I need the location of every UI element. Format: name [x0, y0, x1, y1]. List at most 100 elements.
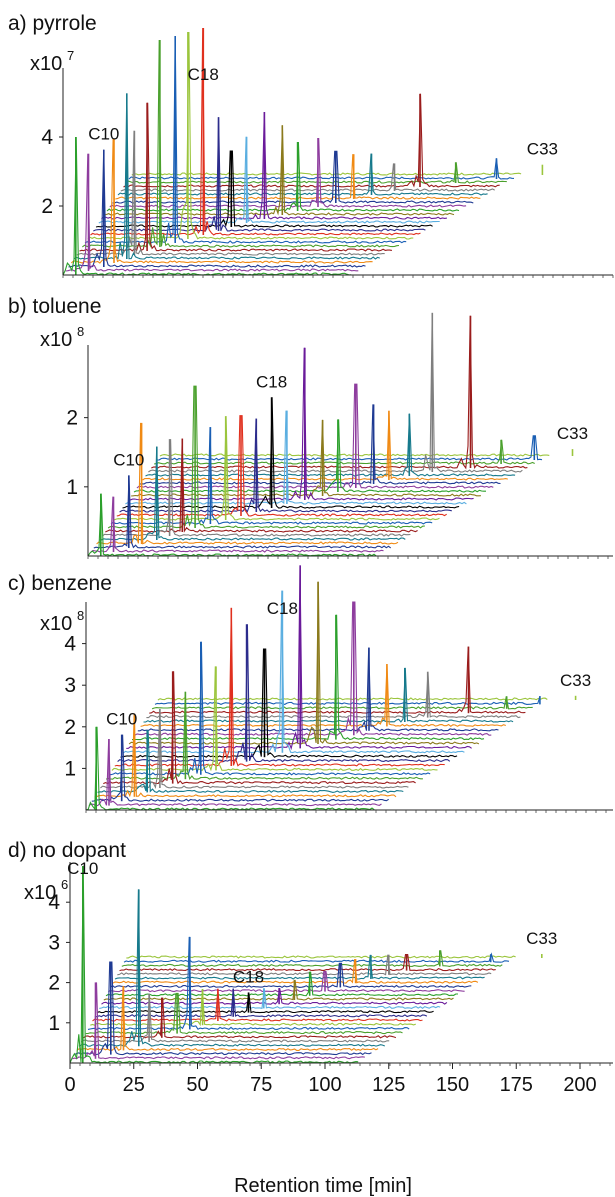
y-multiplier-label: x10 — [30, 53, 62, 75]
y-tick-label: 1 — [66, 476, 78, 499]
chromatogram-trace — [117, 954, 492, 976]
chromatogram-trace — [90, 496, 384, 553]
x-tick-label: 50 — [186, 1074, 208, 1096]
y-tick-label: 4 — [48, 891, 60, 914]
chromatogram-trace — [119, 418, 452, 514]
chromatogram-trace — [90, 27, 421, 236]
chromatogram-trace — [112, 959, 479, 984]
chromatogram-trace — [117, 153, 488, 196]
x-tick-label: 150 — [436, 1074, 469, 1096]
y-exponent-label: 6 — [61, 877, 68, 892]
chromatogram-trace — [98, 136, 440, 224]
chromatogram-trace — [96, 422, 399, 545]
chromatogram-trace — [125, 410, 467, 505]
panel-title: a) pyrrole — [8, 12, 97, 35]
chromatogram-trace — [125, 162, 507, 184]
chromatogram-trace — [143, 667, 514, 723]
chromatogram-trace — [151, 315, 528, 470]
chromatogram-trace — [121, 950, 503, 968]
y-tick-label: 4 — [64, 633, 76, 656]
chromatogram-trace — [99, 988, 441, 1010]
chromatogram-trace — [142, 410, 508, 481]
chromatogram-trace — [85, 992, 403, 1035]
chromatogram-trace — [76, 986, 379, 1052]
x-axis-label: Retention time [min] — [234, 1175, 412, 1197]
peak-label: C18 — [256, 372, 287, 391]
chromatogram-trace — [90, 988, 416, 1027]
x-tick-label: 75 — [250, 1074, 272, 1096]
chromatogram-trace — [105, 971, 458, 997]
chromatogram-trace — [79, 102, 392, 252]
peak-label: C33 — [527, 140, 558, 159]
chromatogram-trace — [128, 347, 474, 501]
chromatogram-trace — [76, 130, 385, 256]
chromatogram-trace — [110, 427, 433, 525]
chromatogram-trace — [73, 93, 380, 260]
chromatogram-trace — [149, 646, 526, 714]
chromatogram-trace — [93, 117, 426, 232]
chromatogram-trace — [91, 734, 389, 802]
chromatogram-trace — [103, 671, 416, 785]
y-tick-label: 2 — [41, 195, 53, 218]
y-tick-label: 3 — [48, 931, 60, 954]
peak-label: C10 — [88, 125, 119, 144]
chromatogram-trace — [100, 708, 409, 789]
chromatogram-trace — [87, 936, 410, 1031]
chromatogram-trace — [87, 31, 414, 240]
chromatogram-trace — [122, 397, 460, 509]
chromatogram-trace — [156, 435, 543, 461]
peak-label: C10 — [67, 859, 98, 878]
chromatogram-trace — [104, 125, 455, 216]
chromatogram-trace — [99, 446, 406, 541]
peak-label: C18 — [233, 968, 264, 987]
chromatogram-trace — [136, 383, 494, 489]
chromatogram-trace — [80, 993, 390, 1043]
y-multiplier-label: x10 — [40, 329, 72, 351]
chromatogram-trace — [119, 953, 496, 972]
y-exponent-label: 8 — [77, 608, 84, 623]
chromatogram-trace — [84, 35, 407, 244]
chromatogram-trace — [87, 493, 377, 557]
chromatogram-trace — [126, 955, 516, 959]
chromatogram-trace — [134, 601, 492, 736]
panel-title: c) benzene — [8, 572, 112, 595]
x-tick-label: 125 — [372, 1074, 405, 1096]
chromatogram-trace — [105, 691, 423, 780]
chromatogram-trace — [120, 648, 458, 758]
y-tick-label: 2 — [64, 716, 76, 739]
peak-label: C33 — [560, 671, 591, 690]
chromatogram-trace — [128, 581, 480, 745]
peak-label: C10 — [106, 710, 137, 729]
chromatogram-trace — [111, 666, 438, 772]
chromatogram-trace — [145, 413, 516, 477]
chromatogram-trace — [123, 93, 500, 188]
chromatogram-trace — [109, 137, 467, 208]
chromatogram-trace — [146, 671, 521, 719]
panel-title: b) toluene — [8, 295, 101, 318]
panel-title: d) no dopant — [8, 839, 126, 862]
peak-label: C18 — [188, 65, 219, 84]
chromatogram-trace — [97, 729, 404, 794]
y-multiplier-label: x10 — [24, 882, 56, 904]
chromatogram-trace — [62, 136, 352, 276]
chromatogram-trace — [107, 385, 425, 529]
x-tick-label: 175 — [500, 1074, 533, 1096]
chromatogram-trace — [93, 475, 392, 549]
y-tick-label: 2 — [66, 407, 78, 430]
chromatogram-trace — [108, 641, 431, 776]
chromatogram-trace — [110, 962, 472, 989]
chromatogram-trace — [148, 312, 523, 473]
peak-label: C33 — [526, 929, 557, 948]
chromatogram-trace — [68, 149, 366, 268]
y-exponent-label: 7 — [67, 48, 74, 63]
chart-panel: 2 4 a) pyrrole x10 7 C10 C18 C33 — [8, 12, 614, 278]
chromatogram-trace — [96, 992, 434, 1014]
peak-label: C10 — [113, 450, 144, 469]
chromatogram-trace — [101, 111, 447, 220]
y-tick-label: 1 — [64, 757, 76, 780]
chromatogram-trace — [157, 697, 548, 701]
y-tick-label: 3 — [64, 674, 76, 697]
y-exponent-label: 8 — [77, 324, 84, 339]
chromatogram-trace — [123, 590, 465, 754]
